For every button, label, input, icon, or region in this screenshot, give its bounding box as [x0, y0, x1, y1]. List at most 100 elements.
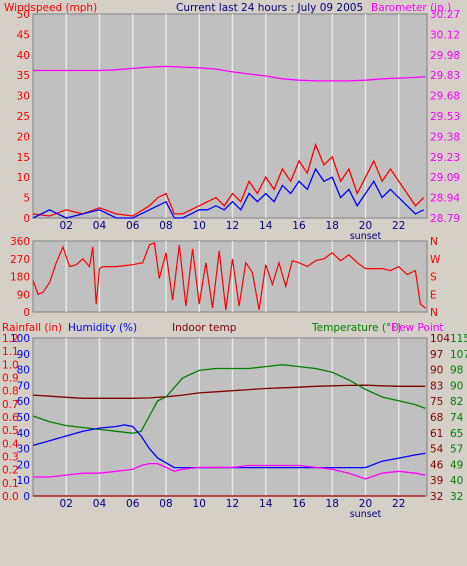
temperature-tick-label: 82 [450, 396, 463, 408]
rain-humidity-temp-panel: 0.00.10.20.3 0.40.50.60.70.80.9 1.01.11.2 0… [2, 333, 467, 520]
windspeed-tick-label: 25 [17, 111, 30, 123]
humidity-tick-label: 100 [10, 333, 30, 345]
weather-line-1 [32, 364, 426, 434]
direction-compass-tick: N [430, 236, 438, 248]
humidity-axis-title: Humidity (%) [68, 322, 137, 334]
windspeed-tick-label: 15 [17, 152, 30, 164]
x-tick-label: 16 [292, 498, 306, 510]
temperature-tick-label: 90 [450, 380, 463, 392]
x-tick-label: 04 [93, 220, 107, 232]
x-tick-label: 06 [126, 220, 140, 232]
plot-area [32, 337, 428, 497]
x-tick-label: 08 [159, 220, 172, 232]
humidity-tick-label: 60 [17, 396, 30, 408]
humidity-tick-label: 70 [17, 380, 30, 392]
chart-main-title: Current last 24 hours : July 09 2005 [176, 2, 363, 14]
indoor-temp-tick-label: 32 [430, 491, 443, 503]
humidity-tick-label: 20 [17, 459, 30, 471]
windspeed-tick-label: 5 [23, 193, 30, 205]
indoor-temp-tick-label: 83 [430, 380, 443, 392]
barometer-tick-label: 29.83 [430, 70, 460, 82]
dewpoint-axis-title: Dew Point [391, 322, 444, 334]
rainfall-tick-label: 0.8 [2, 386, 19, 398]
series-line-1 [32, 142, 425, 217]
rainfall-tick-label: 0.6 [2, 412, 19, 424]
direction-line-0 [32, 242, 426, 311]
temperature-tick-label: 107 [450, 349, 467, 361]
humidity-tick-label: 30 [17, 444, 30, 456]
rainfall-tick-label: 1.1 [2, 346, 19, 358]
rainfall-tick-label: 0.5 [2, 425, 19, 437]
humidity-tick-label: 0 [23, 491, 30, 503]
rainfall-tick-label: 0.2 [2, 465, 19, 477]
windspeed-tick-label: 0 [23, 213, 30, 225]
temperature-tick-label: 40 [450, 475, 463, 487]
x-tick-label: 22 [392, 220, 405, 232]
barometer-tick-label: 29.23 [430, 152, 460, 164]
barometer-tick-label: 30.12 [430, 29, 460, 41]
barometer-tick-label: 28.94 [430, 193, 460, 205]
temperature-tick-label: 74 [450, 412, 464, 424]
barometer-axis-title: Barometer (in.) [371, 2, 451, 14]
sunset-label: sunset [350, 509, 382, 520]
direction-compass-tick: S [430, 272, 437, 284]
x-tick-label: 02 [60, 498, 73, 510]
humidity-tick-label: 10 [17, 475, 30, 487]
indoor-temp-tick-label: 90 [430, 365, 443, 377]
rainfall-tick-label: 0.9 [2, 373, 19, 385]
series-line-0 [33, 65, 426, 82]
humidity-tick-label: 90 [17, 349, 30, 361]
humidity-tick-label: 50 [17, 412, 30, 424]
x-tick-label: 10 [193, 498, 206, 510]
rainfall-axis-title: Rainfall (in) [2, 322, 62, 334]
barometer-tick-label: 28.79 [430, 213, 460, 225]
rainfall-tick-label: 1.0 [2, 359, 19, 371]
indoor-temp-tick-label: 54 [430, 444, 444, 456]
barometer-tick-label: 29.98 [430, 50, 460, 62]
barometer-tick-label: 29.68 [430, 91, 460, 103]
indoor-temp-tick-label: 75 [430, 396, 443, 408]
x-tick-label: 10 [193, 220, 206, 232]
x-tick-label: 08 [159, 498, 172, 510]
barometer-tick-label: 29.09 [430, 172, 460, 184]
direction-degree-tick: 0 [23, 307, 30, 319]
temperature-tick-label: 98 [450, 365, 463, 377]
direction-degree-tick: 180 [10, 272, 30, 284]
windspeed-tick-label: 50 [17, 9, 30, 21]
x-tick-label: 18 [326, 220, 339, 232]
x-tick-label: 22 [392, 498, 405, 510]
x-tick-label: 02 [60, 220, 73, 232]
direction-degree-tick: 90 [17, 289, 30, 301]
indoor-temp-tick-label: 97 [430, 349, 443, 361]
direction-compass-tick: N [430, 307, 438, 319]
windspeed-tick-label: 45 [17, 29, 30, 41]
indoor-temp-axis-title: Indoor temp [172, 322, 237, 334]
humidity-tick-label: 40 [17, 428, 30, 440]
barometer-tick-label: 29.53 [430, 111, 460, 123]
temperature-axis-title: Temperature (°F) [311, 322, 401, 334]
indoor-temp-tick-label: 68 [430, 412, 443, 424]
weather-line-3 [33, 462, 426, 480]
x-tick-label: 20 [359, 220, 372, 232]
temperature-tick-label: 115 [450, 333, 467, 345]
temperature-tick-label: 65 [450, 428, 463, 440]
temperature-tick-label: 57 [450, 444, 463, 456]
x-tick-label: 18 [326, 498, 339, 510]
rainfall-tick-label: 0.3 [2, 452, 19, 464]
x-tick-label: 06 [126, 498, 140, 510]
barometer-tick-label: 29.38 [430, 131, 460, 143]
indoor-temp-tick-label: 61 [430, 428, 443, 440]
direction-degree-tick: 270 [10, 254, 30, 266]
x-tick-label: 16 [292, 220, 306, 232]
indoor-temp-tick-label: 39 [430, 475, 443, 487]
rainfall-tick-label: 1.2 [2, 333, 19, 345]
x-tick-label: 14 [259, 498, 273, 510]
x-tick-label: 04 [93, 498, 107, 510]
x-tick-label: 12 [226, 498, 239, 510]
indoor-temp-tick-label: 104 [430, 333, 450, 345]
temperature-tick-label: 32 [450, 491, 463, 503]
wind-barometer-panel: 0 5 10 15 20 25 30 35 40 45 50 28.79 28.94 29.09 29.23… [17, 9, 461, 242]
windspeed-tick-label: 30 [17, 91, 30, 103]
x-tick-label: 12 [226, 220, 239, 232]
